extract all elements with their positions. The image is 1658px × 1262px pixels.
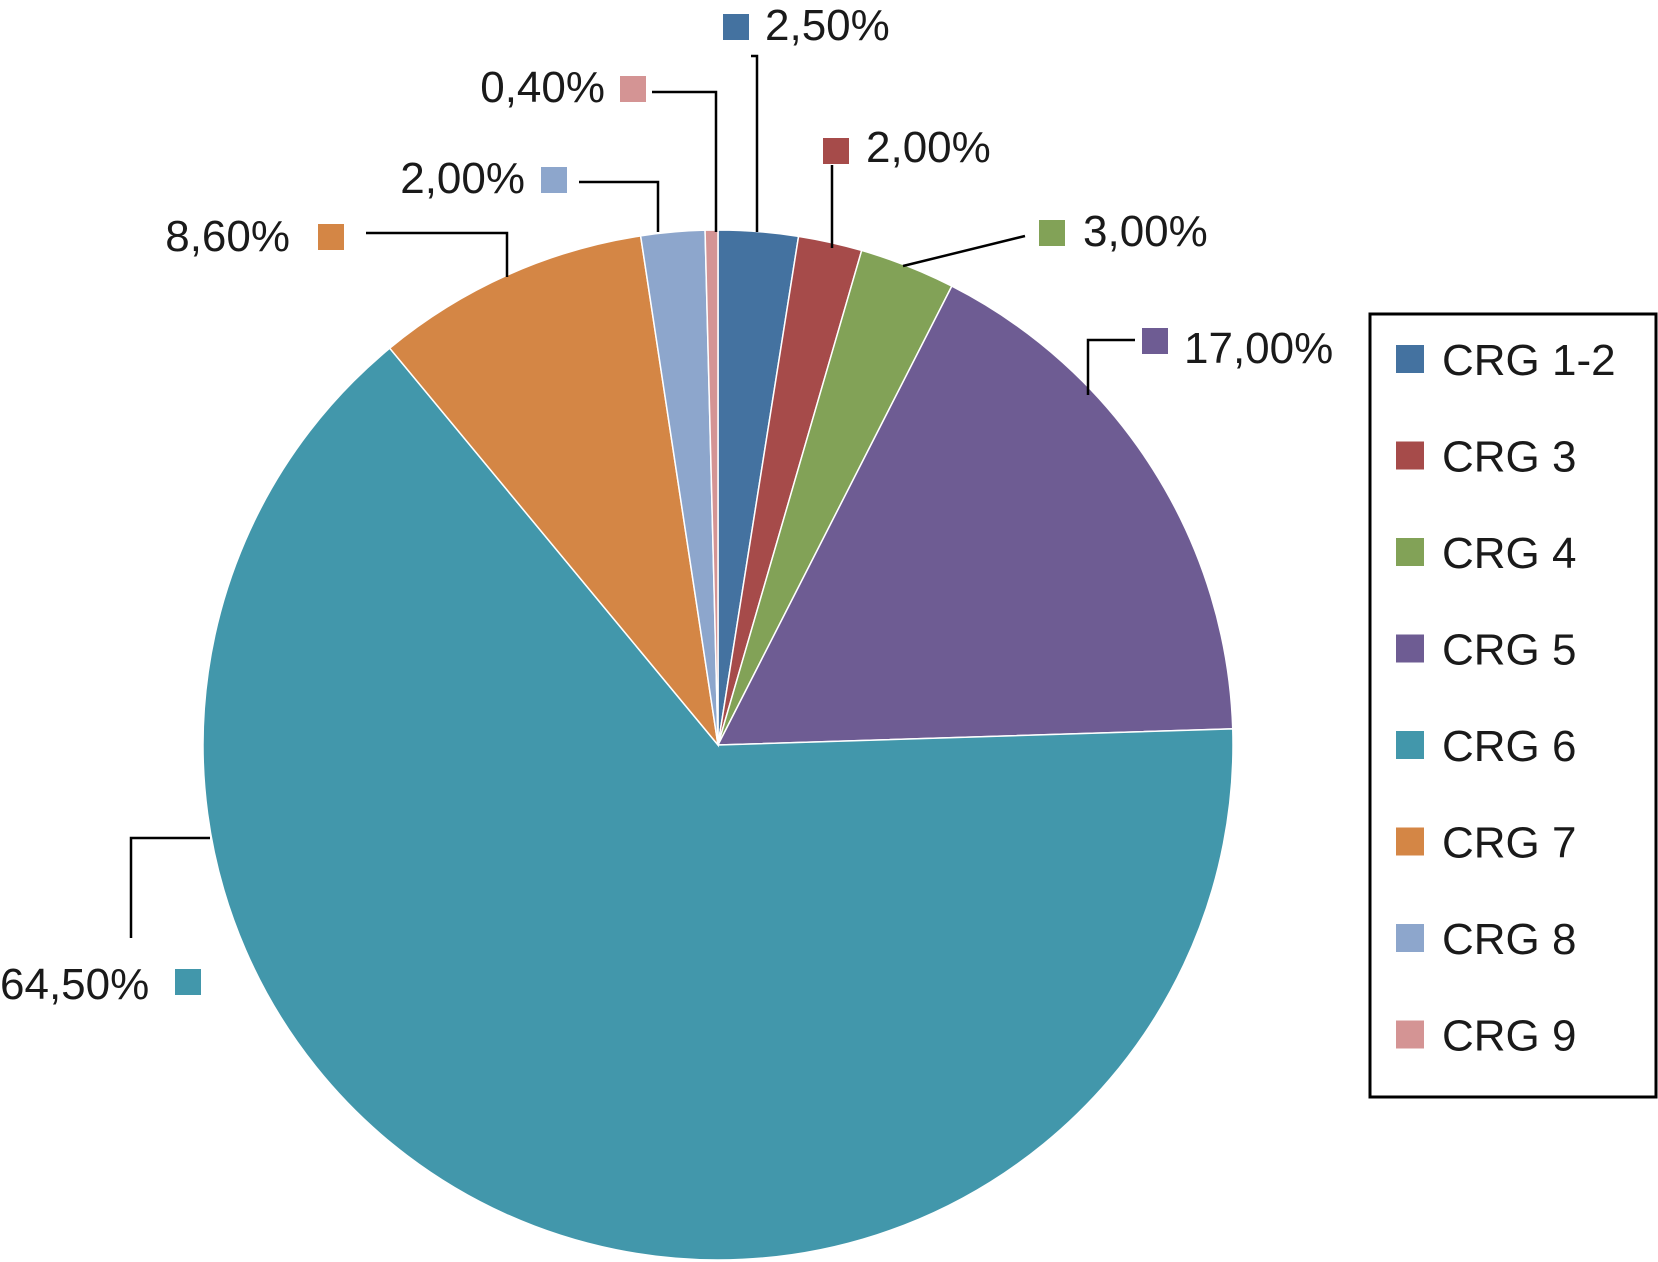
- pie-slice-crg-5: [716, 285, 1234, 746]
- legend-swatch-crg-7: [1396, 827, 1424, 856]
- leader-line-crg-8: [579, 180, 660, 232]
- legend-swatch-crg-1-2: [1396, 345, 1424, 373]
- data-label-crg-1-2: 2,50%: [765, 1, 890, 50]
- pie-slices: [202, 229, 1234, 1261]
- legend-frame: [1368, 312, 1658, 1099]
- legend-swatch-crg-6: [1396, 731, 1424, 759]
- legend-label-crg-6: CRG 6: [1442, 722, 1576, 771]
- data-label-crg-3: 2,00%: [866, 123, 991, 172]
- data-label-marker-crg-9: [620, 76, 646, 102]
- data-label-crg-8: 2,00%: [400, 154, 525, 203]
- data-label-marker-crg-1-2: [723, 14, 749, 40]
- legend-label-crg-8: CRG 8: [1442, 915, 1576, 964]
- legend-swatch-crg-3: [1396, 441, 1424, 470]
- pie-slice-crg-9: [704, 229, 719, 746]
- data-label-marker-crg-8: [541, 167, 567, 193]
- legend-swatch-crg-4: [1396, 538, 1424, 566]
- legend: CRG 1-2 CRG 3 CRG 4 CRG 5 CRG 6 CRG 7 CRG 8 CRG…: [1368, 312, 1658, 1099]
- leader-line-crg-7: [366, 231, 509, 277]
- legend-swatch-crg-9: [1396, 1020, 1424, 1049]
- legend-label-crg-5: CRG 5: [1442, 626, 1576, 675]
- leader-line-crg-9: [652, 90, 718, 232]
- data-label-marker-crg-3: [823, 138, 849, 164]
- leader-lines: [129, 54, 1135, 938]
- data-label-crg-7: 8,60%: [165, 212, 290, 261]
- leader-line-crg-1-2: [751, 54, 759, 232]
- data-label-crg-9: 0,40%: [480, 63, 605, 112]
- legend-label-crg-1-2: CRG 1-2: [1442, 336, 1616, 385]
- data-label-marker-crg-7: [318, 224, 344, 250]
- data-label-crg-4: 3,00%: [1083, 207, 1208, 256]
- leader-line-crg-6: [129, 836, 210, 938]
- data-label-marker-crg-6: [175, 969, 201, 995]
- legend-swatch-crg-8: [1396, 924, 1424, 952]
- data-label-crg-5: 17,00%: [1184, 324, 1333, 373]
- leader-line-crg-5: [1086, 338, 1135, 395]
- pie-slice-crg-6: [202, 347, 1234, 1261]
- legend-label-crg-7: CRG 7: [1442, 819, 1576, 868]
- legend-label-crg-3: CRG 3: [1442, 433, 1576, 482]
- data-label-crg-6: 64,50%: [0, 960, 149, 1009]
- data-labels: 2,50% 2,00% 3,00% 17,00% 64,50% 8,60% 2,00% 0,4…: [0, 1, 1333, 1009]
- leader-line-crg-4: [902, 234, 1026, 268]
- data-label-marker-crg-5: [1142, 328, 1168, 354]
- legend-label-crg-9: CRG 9: [1442, 1012, 1576, 1061]
- legend-label-crg-4: CRG 4: [1442, 529, 1576, 578]
- data-label-marker-crg-4: [1039, 220, 1065, 246]
- legend-swatch-crg-5: [1396, 634, 1424, 663]
